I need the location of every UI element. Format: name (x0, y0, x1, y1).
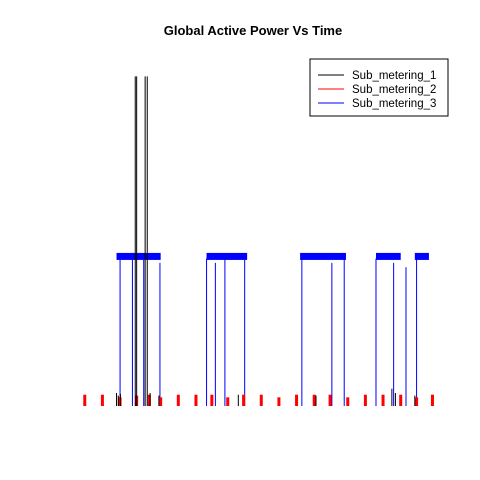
legend-box (309, 58, 449, 117)
legend-label-sub-metering-2: Sub_metering_2 (352, 84, 436, 96)
legend-label-sub-metering-3: Sub_metering_3 (352, 98, 436, 110)
sub-metering-3-plateau-2 (300, 252, 346, 260)
legend: Sub_metering_1 Sub_metering_2 Sub_meteri… (309, 58, 449, 117)
legend-label-sub-metering-1: Sub_metering_1 (352, 70, 436, 82)
chart-title: Global Active Power Vs Time (164, 23, 342, 38)
sub-metering-3-plateau-4 (414, 252, 429, 260)
sub-metering-3-plateau-1 (206, 252, 248, 260)
sub-metering-3-plateau-3 (375, 252, 401, 260)
plot-marks (83, 76, 434, 406)
sub-metering-3-plateau-0 (116, 252, 161, 260)
